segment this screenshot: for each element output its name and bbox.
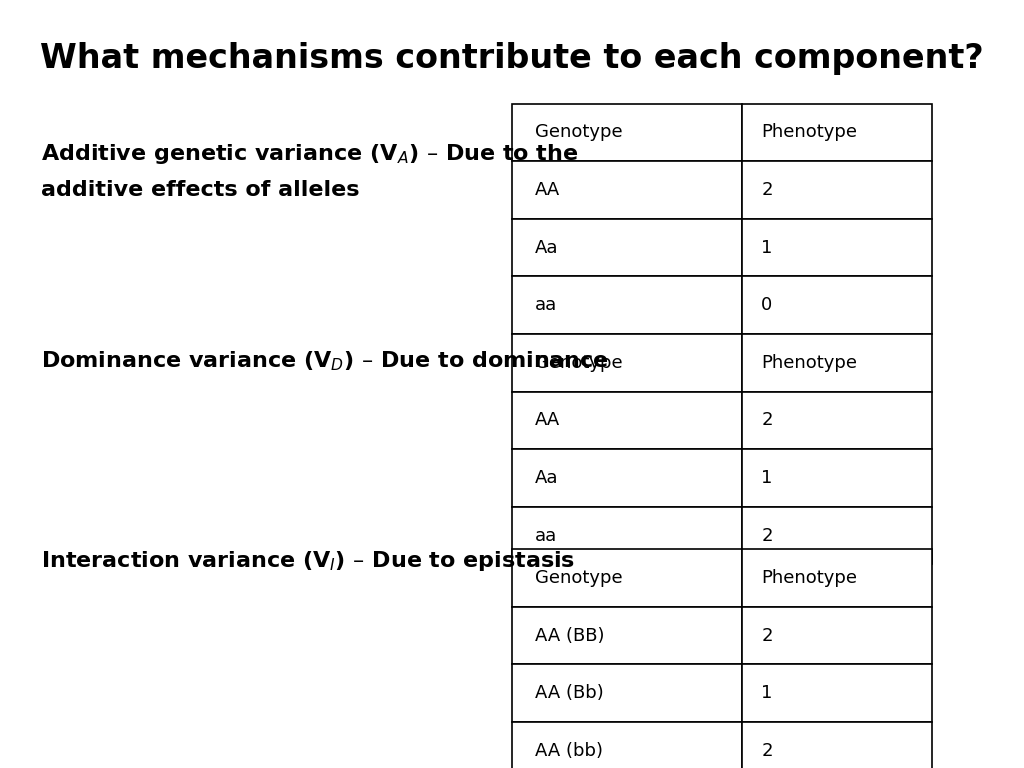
Text: AA: AA	[535, 412, 560, 429]
Bar	[742, 104, 932, 161]
Text: aa: aa	[535, 296, 557, 314]
Bar	[742, 161, 932, 219]
Text: 2: 2	[761, 527, 773, 545]
Text: 2: 2	[761, 181, 773, 199]
Text: Aa: Aa	[535, 469, 558, 487]
Text: 2: 2	[761, 742, 773, 760]
Bar	[512, 334, 742, 392]
Bar	[512, 664, 742, 722]
Text: Interaction variance (V$_{I}$) – Due to epistasis: Interaction variance (V$_{I}$) – Due to …	[41, 549, 575, 573]
Bar	[512, 549, 742, 607]
Text: aa: aa	[535, 527, 557, 545]
Bar	[512, 507, 742, 564]
Text: additive effects of alleles: additive effects of alleles	[41, 180, 359, 200]
Bar	[512, 276, 742, 334]
Text: 1: 1	[761, 239, 773, 257]
Text: 1: 1	[761, 469, 773, 487]
Bar	[512, 161, 742, 219]
Text: Phenotype: Phenotype	[761, 124, 857, 141]
Text: 2: 2	[761, 412, 773, 429]
Text: Genotype: Genotype	[535, 569, 623, 587]
Text: AA (Bb): AA (Bb)	[535, 684, 604, 702]
Text: AA: AA	[535, 181, 560, 199]
Bar	[742, 392, 932, 449]
Bar	[742, 722, 932, 768]
Bar	[512, 607, 742, 664]
Bar	[512, 104, 742, 161]
Bar	[742, 607, 932, 664]
Bar	[512, 392, 742, 449]
Text: AA (bb): AA (bb)	[535, 742, 603, 760]
Bar	[742, 334, 932, 392]
Text: 1: 1	[761, 684, 773, 702]
Text: Phenotype: Phenotype	[761, 569, 857, 587]
Bar	[742, 449, 932, 507]
Text: Additive genetic variance (V$_{A}$) – Due to the: Additive genetic variance (V$_{A}$) – Du…	[41, 142, 579, 166]
Bar	[742, 219, 932, 276]
Bar	[512, 722, 742, 768]
Bar	[742, 549, 932, 607]
Bar	[742, 664, 932, 722]
Text: Genotype: Genotype	[535, 354, 623, 372]
Text: What mechanisms contribute to each component?: What mechanisms contribute to each compo…	[40, 42, 984, 75]
Bar	[512, 219, 742, 276]
Text: AA (BB): AA (BB)	[535, 627, 604, 644]
Text: 2: 2	[761, 627, 773, 644]
Text: Phenotype: Phenotype	[761, 354, 857, 372]
Text: Aa: Aa	[535, 239, 558, 257]
Bar	[512, 449, 742, 507]
Bar	[742, 507, 932, 564]
Text: 0: 0	[761, 296, 772, 314]
Text: Dominance variance (V$_{D}$) – Due to dominance: Dominance variance (V$_{D}$) – Due to do…	[41, 349, 609, 373]
Bar	[742, 276, 932, 334]
Text: Genotype: Genotype	[535, 124, 623, 141]
